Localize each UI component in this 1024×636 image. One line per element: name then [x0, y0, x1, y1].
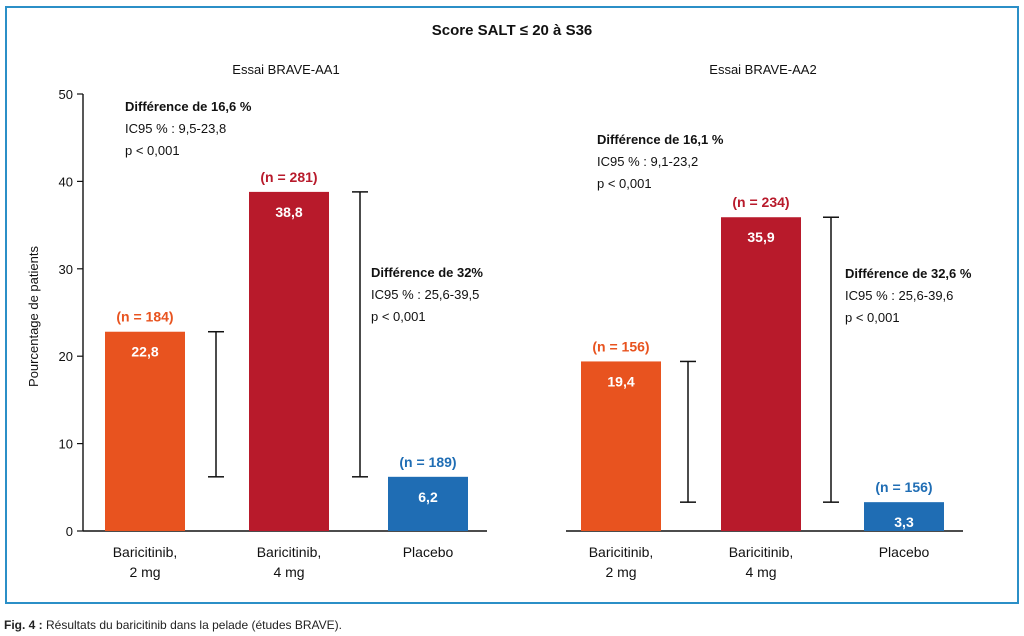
bar-n-label: (n = 184) — [116, 309, 173, 325]
annotation-text: p < 0,001 — [845, 310, 900, 325]
x-category-label: 4 mg — [745, 564, 776, 580]
bar-n-label: (n = 156) — [592, 338, 649, 354]
chart-panel-2: Essai BRAVE-AA2 19,4 (n = 156) Baricitinib,… — [566, 62, 972, 580]
annotation-text: p < 0,001 — [371, 309, 426, 324]
x-category-label: 4 mg — [273, 564, 304, 580]
annotation-text: IC95 % : 9,1-23,2 — [597, 154, 698, 169]
bar — [105, 331, 185, 531]
annotation-text: p < 0,001 — [125, 143, 180, 158]
bar-n-label: (n = 156) — [875, 479, 932, 495]
x-category-label: Baricitinib, — [113, 544, 178, 560]
y-tick-label: 10 — [59, 437, 73, 452]
annotation-text: p < 0,001 — [597, 176, 652, 191]
caption-label: Fig. 4 : — [4, 618, 43, 632]
chart-frame — [5, 6, 1019, 604]
bar-value-label: 22,8 — [131, 344, 158, 360]
bar-value-label: 6,2 — [418, 489, 438, 505]
bar — [721, 217, 801, 531]
figure-title: Score SALT ≤ 20 à S36 — [432, 22, 593, 39]
annotation-title: Différence de 16,6 % — [125, 99, 252, 114]
difference-bracket — [208, 330, 224, 478]
y-tick-label: 0 — [66, 524, 73, 539]
x-category-label: Placebo — [879, 544, 930, 560]
bar-value-label: 19,4 — [607, 373, 634, 389]
x-category-label: Baricitinib, — [257, 544, 322, 560]
x-category-label: Baricitinib, — [589, 544, 654, 560]
bar — [249, 191, 329, 531]
x-category-label: 2 mg — [605, 564, 636, 580]
figure-caption: Fig. 4 : Résultats du baricitinib dans l… — [4, 618, 342, 632]
y-tick-label: 40 — [59, 174, 73, 189]
difference-bracket — [352, 191, 368, 478]
panel-title: Essai BRAVE-AA1 — [232, 62, 339, 77]
bar-n-label: (n = 281) — [260, 169, 317, 185]
annotation-title: Différence de 32,6 % — [845, 266, 972, 281]
annotation-text: IC95 % : 25,6-39,6 — [845, 288, 953, 303]
bar — [388, 476, 468, 531]
y-axis-label: Pourcentage de patients — [26, 246, 41, 387]
panel-title: Essai BRAVE-AA2 — [709, 62, 816, 77]
bar-n-label: (n = 189) — [399, 454, 456, 470]
bar-value-label: 35,9 — [747, 229, 774, 245]
annotation-text: IC95 % : 9,5-23,8 — [125, 121, 226, 136]
chart-panel-1: Essai BRAVE-AA1 0 10 20 30 40 50 Pourcentage de… — [26, 62, 487, 580]
y-tick-label: 20 — [59, 349, 73, 364]
x-category-label: Baricitinib, — [729, 544, 794, 560]
bar-value-label: 38,8 — [275, 204, 302, 220]
annotation-text: IC95 % : 25,6-39,5 — [371, 287, 479, 302]
y-tick-label: 50 — [59, 87, 73, 102]
x-category-label: 2 mg — [129, 564, 160, 580]
y-tick-label: 30 — [59, 262, 73, 277]
bar — [581, 361, 661, 531]
annotation-title: Différence de 16,1 % — [597, 132, 724, 147]
x-category-label: Placebo — [403, 544, 454, 560]
annotation-title: Différence de 32% — [371, 265, 483, 280]
bar-n-label: (n = 234) — [732, 194, 789, 210]
bar — [864, 502, 944, 531]
difference-bracket — [823, 216, 839, 503]
caption-text: Résultats du baricitinib dans la pelade … — [42, 618, 342, 632]
difference-bracket — [680, 360, 696, 503]
bar-value-label: 3,3 — [894, 514, 914, 530]
